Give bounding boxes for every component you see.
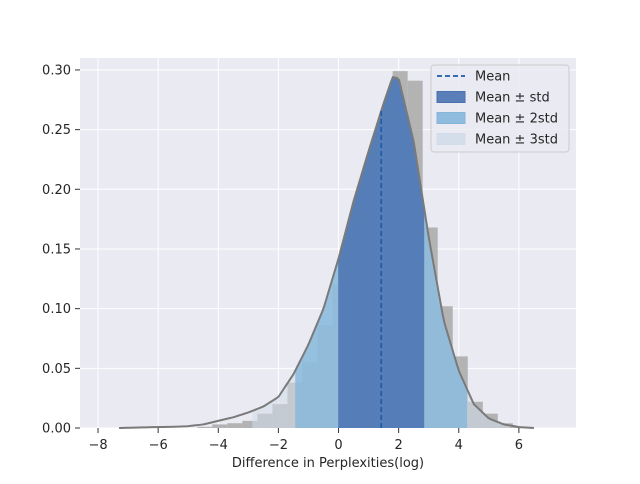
kde-curve: [119, 76, 534, 429]
y-tick-label: 0.30: [42, 63, 71, 78]
histogram-bar: [227, 423, 243, 428]
y-tick-label: 0.10: [42, 302, 71, 317]
x-tick-label: 2: [395, 438, 403, 453]
x-axis-label: Difference in Perplexities(log): [232, 456, 424, 471]
kde-line: [119, 76, 534, 429]
x-tick-label: −2: [269, 438, 288, 453]
x-tick-label: 6: [515, 438, 523, 453]
y-tick-label: 0.25: [42, 123, 71, 138]
band-1std: [338, 77, 425, 428]
y-tick-label: 0.20: [42, 183, 71, 198]
x-tick-label: −8: [88, 438, 107, 453]
x-tick-label: 0: [334, 438, 342, 453]
histogram-bar: [242, 420, 258, 428]
y-tick-label: 0.05: [42, 362, 71, 377]
legend-swatch: [436, 91, 466, 103]
histogram-bar: [197, 426, 213, 428]
y-axis-ticks: 0.00 0.05 0.10 0.15 0.20 0.25 0.30: [42, 63, 80, 437]
x-tick-label: 4: [455, 438, 463, 453]
x-tick-label: −4: [209, 438, 228, 453]
legend-swatch: [436, 112, 466, 124]
legend-label: Mean ± std: [475, 91, 550, 106]
y-tick-label: 0.15: [42, 242, 71, 257]
legend-swatch: [436, 133, 466, 145]
legend-label: Mean ± 2std: [475, 112, 558, 127]
x-tick-label: −6: [149, 438, 168, 453]
y-tick-label: 0.00: [42, 422, 71, 437]
legend: Mean Mean ± std Mean ± 2std Mean ± 3std: [430, 64, 570, 153]
legend-box: [430, 64, 570, 153]
x-axis-ticks: −8 −6 −4 −2 0 2 4 6: [88, 428, 523, 453]
std-bands: [252, 77, 511, 428]
histogram-bar: [212, 424, 228, 428]
legend-label: Mean ± 3std: [475, 133, 558, 148]
legend-label: Mean: [475, 70, 510, 85]
